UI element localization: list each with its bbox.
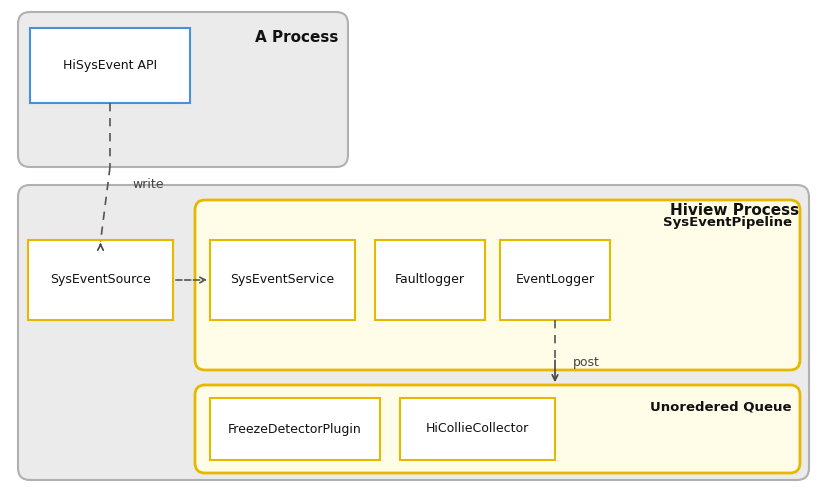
Text: A Process: A Process xyxy=(255,30,338,45)
Text: HiCollieCollector: HiCollieCollector xyxy=(426,423,529,435)
Bar xyxy=(28,240,173,320)
Bar xyxy=(30,28,190,103)
Text: EventLogger: EventLogger xyxy=(515,274,595,286)
Text: post: post xyxy=(573,356,600,369)
Text: SysEventPipeline: SysEventPipeline xyxy=(663,216,792,229)
Text: write: write xyxy=(132,178,164,191)
Text: Unoredered Queue: Unoredered Queue xyxy=(651,401,792,414)
Text: SysEventService: SysEventService xyxy=(231,274,335,286)
Text: Faultlogger: Faultlogger xyxy=(395,274,465,286)
Text: Hiview Process: Hiview Process xyxy=(670,203,799,218)
Text: SysEventSource: SysEventSource xyxy=(50,274,151,286)
Bar xyxy=(500,240,610,320)
Bar xyxy=(400,398,555,460)
FancyBboxPatch shape xyxy=(18,185,809,480)
Bar xyxy=(210,398,380,460)
Bar xyxy=(210,240,355,320)
FancyBboxPatch shape xyxy=(18,12,348,167)
FancyBboxPatch shape xyxy=(195,200,800,370)
Text: HiSysEvent API: HiSysEvent API xyxy=(63,59,157,72)
Bar xyxy=(375,240,485,320)
FancyBboxPatch shape xyxy=(195,385,800,473)
Text: FreezeDetectorPlugin: FreezeDetectorPlugin xyxy=(228,423,362,435)
